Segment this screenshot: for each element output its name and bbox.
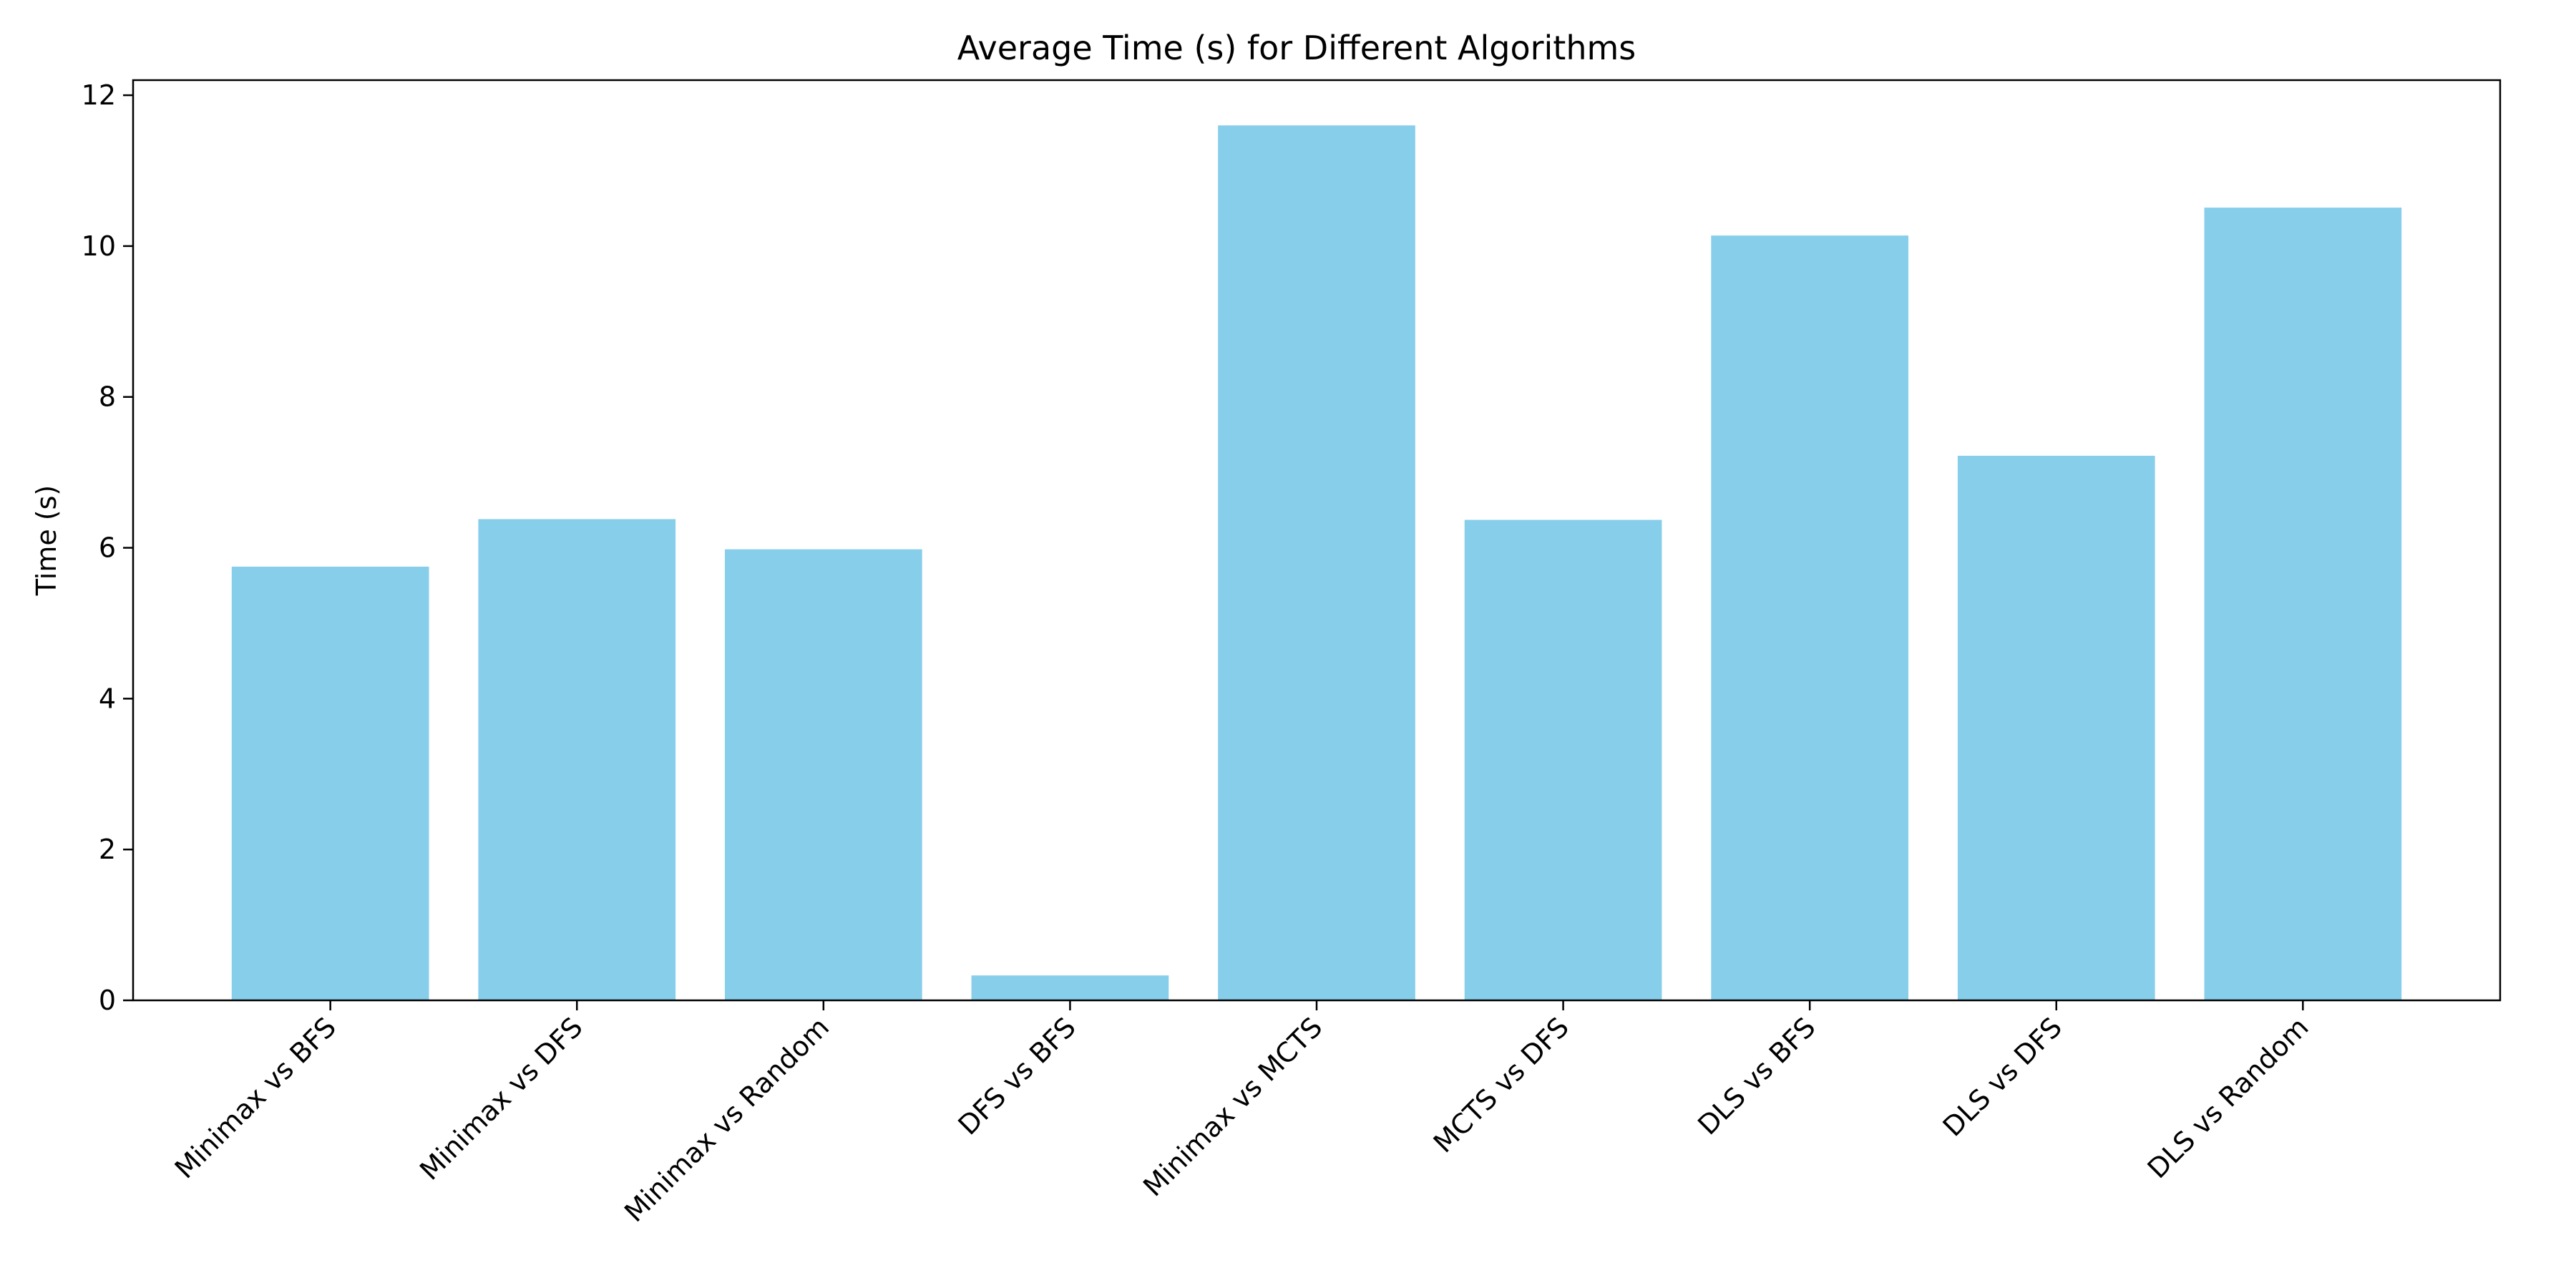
y-tick-label-1: 2 bbox=[99, 834, 116, 865]
x-tick-label-4: Minimax vs MCTS bbox=[1137, 1011, 1328, 1202]
x-tick-label-5: MCTS vs DFS bbox=[1428, 1011, 1575, 1158]
y-tick-label-3: 6 bbox=[99, 532, 116, 564]
bars-group bbox=[231, 125, 2402, 1000]
bar-3 bbox=[971, 975, 1169, 1000]
x-tick-label-8: DLS vs Random bbox=[2142, 1011, 2315, 1184]
x-tick-label-2: Minimax vs Random bbox=[618, 1011, 835, 1228]
y-axis-ticks: 0 2 4 6 8 10 12 bbox=[82, 79, 133, 1016]
y-tick-label-5: 10 bbox=[82, 230, 116, 262]
bar-0 bbox=[231, 566, 429, 1000]
y-tick-label-2: 4 bbox=[99, 683, 116, 714]
y-tick-label-0: 0 bbox=[99, 985, 116, 1016]
bar-6 bbox=[1711, 235, 1908, 1000]
bar-5 bbox=[1464, 519, 1662, 1000]
bar-4 bbox=[1218, 125, 1415, 1000]
x-axis-ticks: Minimax vs BFS Minimax vs DFS Minimax vs R… bbox=[169, 1000, 2315, 1228]
plot-frame bbox=[132, 79, 2502, 1002]
y-tick-label-6: 12 bbox=[82, 79, 116, 111]
chart-title: Average Time (s) for Different Algorithm… bbox=[957, 29, 1636, 67]
x-tick-label-6: DLS vs BFS bbox=[1692, 1011, 1821, 1141]
y-axis-label: Time (s) bbox=[31, 485, 62, 597]
x-tick-label-7: DLS vs DFS bbox=[1937, 1011, 2069, 1143]
x-tick-label-0: Minimax vs BFS bbox=[169, 1011, 342, 1184]
bar-2 bbox=[725, 549, 922, 1000]
bar-8 bbox=[2204, 208, 2402, 1000]
x-tick-label-3: DFS vs BFS bbox=[952, 1011, 1081, 1141]
x-tick-label-1: Minimax vs DFS bbox=[414, 1011, 589, 1186]
bar-7 bbox=[1957, 455, 2155, 1000]
bar-1 bbox=[478, 519, 676, 1000]
y-tick-label-4: 8 bbox=[99, 381, 116, 413]
